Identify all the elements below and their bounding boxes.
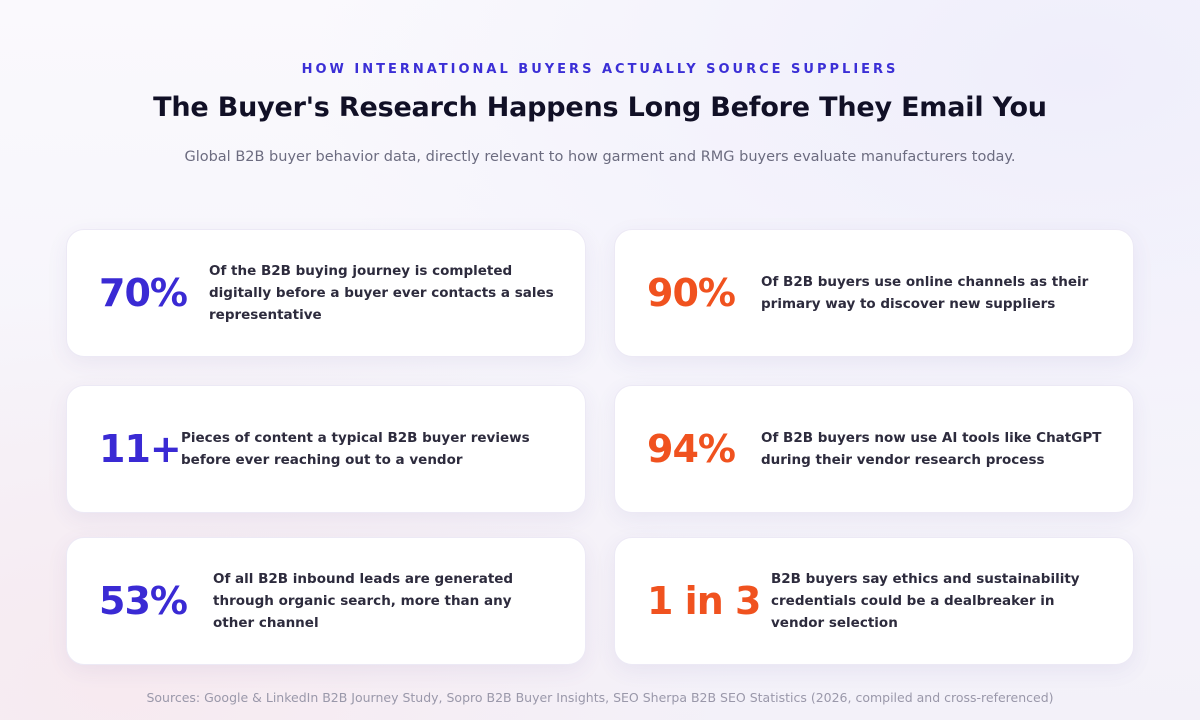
stat-description: Of B2B buyers now use AI tools like Chat… [761,430,1102,468]
stat-value: 90% [647,271,736,315]
sources-footnote: Sources: Google & LinkedIn B2B Journey S… [146,690,1054,705]
stat-description: B2B buyers say ethics and sustainability… [771,571,1080,631]
stat-card-sustainability: 1 in 3 B2B buyers say ethics and sustain… [614,537,1134,665]
stat-card-content-pieces: 11+ Pieces of content a typical B2B buye… [66,385,586,513]
eyebrow-heading: HOW INTERNATIONAL BUYERS ACTUALLY SOURCE… [301,62,899,77]
stat-description: Pieces of content a typical B2B buyer re… [181,430,530,468]
stat-description: Of B2B buyers use online channels as the… [761,274,1089,312]
stat-description: Of all B2B inbound leads are generated t… [213,571,514,631]
stat-value: 1 in 3 [647,579,761,623]
stat-value: 11+ [99,427,182,471]
stat-value: 70% [99,271,188,315]
stat-card-digital-journey: 70% Of the B2B buying journey is complet… [66,229,586,357]
page-subtitle: Global B2B buyer behavior data, directly… [184,149,1016,165]
stat-card-ai-tools: 94% Of B2B buyers now use AI tools like … [614,385,1134,513]
stat-value: 53% [99,579,188,623]
stat-description: Of the B2B buying journey is completed d… [209,263,554,323]
stat-card-online-channels: 90% Of B2B buyers use online channels as… [614,229,1134,357]
page-title: The Buyer's Research Happens Long Before… [153,92,1047,123]
stat-value: 94% [647,427,736,471]
stat-card-organic-search: 53% Of all B2B inbound leads are generat… [66,537,586,665]
